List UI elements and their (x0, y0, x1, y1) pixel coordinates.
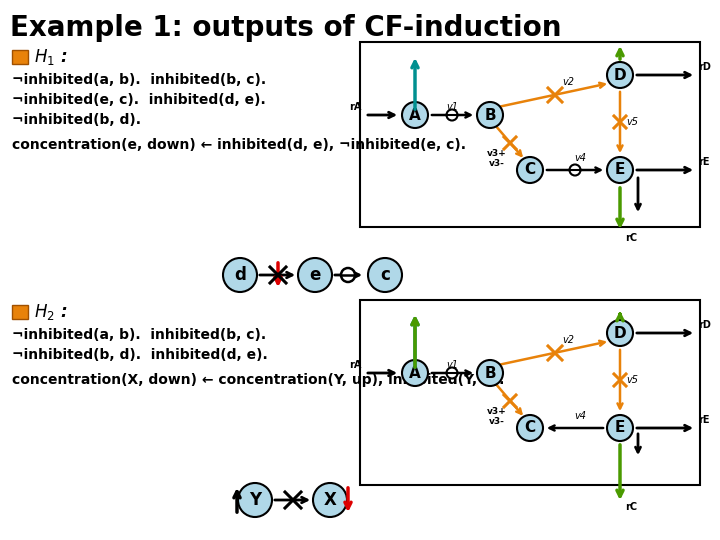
FancyBboxPatch shape (12, 305, 28, 319)
Text: v3-: v3- (489, 159, 505, 167)
Circle shape (238, 483, 272, 517)
Text: v2: v2 (562, 335, 574, 345)
Text: D: D (613, 68, 626, 83)
Text: rD: rD (698, 62, 711, 72)
Circle shape (402, 360, 428, 386)
Text: A: A (409, 366, 421, 381)
Text: concentration(e, down) ← inhibited(d, e), ¬inhibited(e, c).: concentration(e, down) ← inhibited(d, e)… (12, 138, 466, 152)
Text: E: E (615, 421, 625, 435)
Circle shape (517, 157, 543, 183)
Text: concentration(X, down) ← concentration(Y, up), inhibited(Y, X).: concentration(X, down) ← concentration(Y… (12, 373, 505, 387)
Circle shape (298, 258, 332, 292)
Text: v4: v4 (574, 411, 586, 421)
Text: D: D (613, 326, 626, 341)
Bar (360, 42, 700, 227)
Circle shape (517, 415, 543, 441)
Text: ¬inhibited(a, b).  inhibited(b, c).: ¬inhibited(a, b). inhibited(b, c). (12, 73, 266, 87)
Text: v5: v5 (626, 375, 638, 385)
Text: ¬inhibited(a, b).  inhibited(b, c).: ¬inhibited(a, b). inhibited(b, c). (12, 328, 266, 342)
Text: v3-: v3- (489, 416, 505, 426)
Text: v3+: v3+ (487, 148, 507, 158)
Text: rE: rE (698, 157, 709, 167)
Text: rE: rE (698, 415, 709, 425)
Text: rA: rA (350, 102, 362, 112)
Circle shape (477, 360, 503, 386)
Circle shape (313, 483, 347, 517)
Text: X: X (323, 491, 336, 509)
Text: v5: v5 (626, 117, 638, 127)
Text: Example 1: outputs of CF-induction: Example 1: outputs of CF-induction (10, 14, 562, 42)
Text: C: C (524, 421, 536, 435)
Text: v1: v1 (446, 102, 458, 112)
Circle shape (368, 258, 402, 292)
Circle shape (402, 102, 428, 128)
Text: c: c (380, 266, 390, 284)
Text: v1: v1 (446, 360, 458, 370)
FancyBboxPatch shape (12, 50, 28, 64)
Text: d: d (234, 266, 246, 284)
Circle shape (607, 415, 633, 441)
Text: e: e (310, 266, 320, 284)
Circle shape (341, 268, 355, 282)
Circle shape (607, 320, 633, 346)
Text: $H_1$ :: $H_1$ : (34, 47, 68, 67)
Circle shape (477, 102, 503, 128)
Text: E: E (615, 163, 625, 178)
Text: B: B (484, 107, 496, 123)
Circle shape (570, 165, 580, 176)
Bar (360, 300, 700, 485)
Circle shape (607, 62, 633, 88)
Circle shape (223, 258, 257, 292)
Text: A: A (409, 107, 421, 123)
Text: rC: rC (625, 233, 637, 243)
Text: v4: v4 (574, 153, 586, 163)
Text: ¬inhibited(b, d).: ¬inhibited(b, d). (12, 113, 141, 127)
Text: ¬inhibited(e, c).  inhibited(d, e).: ¬inhibited(e, c). inhibited(d, e). (12, 93, 266, 107)
Text: rD: rD (698, 320, 711, 330)
Text: rC: rC (625, 502, 637, 512)
Text: rA: rA (350, 360, 362, 370)
Text: $H_2$ :: $H_2$ : (34, 302, 68, 322)
Text: ¬inhibited(b, d).  inhibited(d, e).: ¬inhibited(b, d). inhibited(d, e). (12, 348, 268, 362)
Text: B: B (484, 366, 496, 381)
Circle shape (446, 110, 457, 120)
Circle shape (607, 157, 633, 183)
Text: v2: v2 (562, 77, 574, 87)
Text: Y: Y (249, 491, 261, 509)
Text: C: C (524, 163, 536, 178)
Text: v3+: v3+ (487, 407, 507, 415)
Circle shape (446, 368, 457, 379)
